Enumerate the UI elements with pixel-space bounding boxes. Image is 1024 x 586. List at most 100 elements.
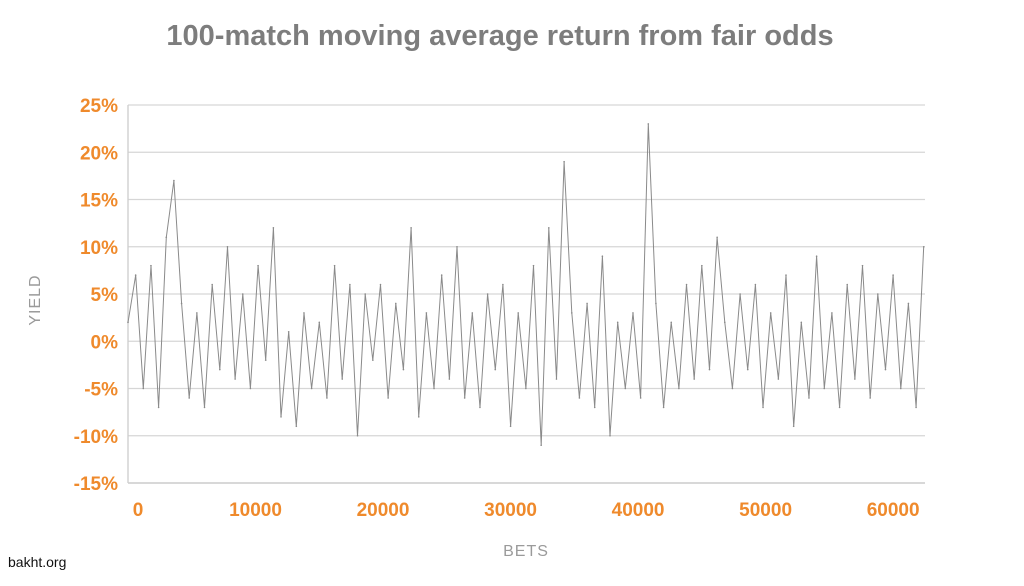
source-credit: bakht.org — [8, 554, 67, 570]
data-point — [257, 264, 259, 267]
data-point — [394, 302, 397, 305]
data-point — [127, 321, 129, 324]
data-point — [647, 123, 650, 125]
series-line — [127, 123, 925, 446]
data-point — [601, 255, 604, 257]
data-point — [356, 434, 359, 437]
data-point — [425, 312, 428, 314]
x-tick-label: 60000 — [867, 500, 920, 521]
data-point — [762, 406, 764, 409]
data-point — [616, 321, 619, 324]
data-point — [578, 397, 581, 399]
y-tick-label: -5% — [84, 380, 118, 401]
data-point — [196, 312, 198, 314]
data-point — [884, 368, 887, 371]
data-point — [180, 302, 183, 305]
data-point — [280, 416, 282, 418]
data-point — [410, 227, 412, 229]
x-tick-label: 50000 — [739, 500, 792, 521]
x-axis-title: BETS — [503, 543, 549, 560]
data-point — [907, 302, 910, 305]
data-point — [387, 397, 389, 399]
data-point — [448, 378, 451, 380]
data-point — [555, 378, 558, 380]
data-point — [272, 227, 275, 229]
y-tick-labels: 25% 20% 15% 10% 5% 0% -5% -10% -15% — [74, 96, 118, 495]
data-point — [632, 312, 634, 314]
data-point — [249, 387, 252, 390]
data-point — [134, 274, 137, 276]
data-point — [708, 368, 711, 371]
data-point — [892, 274, 894, 276]
data-point — [540, 444, 542, 447]
data-point — [548, 227, 550, 229]
data-point — [869, 397, 871, 399]
y-tick-label: -10% — [74, 427, 118, 448]
x-tick-label: 10000 — [229, 500, 282, 521]
x-tick-label: 30000 — [484, 500, 537, 521]
data-point — [486, 293, 489, 295]
data-point — [165, 236, 168, 239]
data-point — [815, 255, 818, 257]
y-tick-label: 5% — [91, 285, 119, 306]
x-tick-label: 0 — [133, 500, 144, 521]
series-layer — [127, 123, 925, 447]
x-tick-label: 20000 — [357, 500, 410, 521]
data-point — [693, 378, 695, 380]
data-point — [142, 387, 145, 390]
data-point — [800, 321, 803, 324]
data-point — [662, 406, 665, 409]
data-point — [372, 359, 374, 361]
data-point — [295, 425, 298, 428]
data-point — [570, 312, 573, 314]
data-point — [838, 406, 841, 409]
data-point — [624, 387, 627, 390]
data-point — [433, 387, 435, 390]
data-point — [808, 397, 810, 399]
data-point — [716, 236, 718, 239]
data-point — [471, 312, 474, 314]
data-point — [234, 378, 236, 380]
data-point — [341, 378, 344, 380]
data-point — [854, 378, 856, 380]
data-point — [463, 397, 466, 399]
data-point — [655, 302, 657, 305]
data-point — [785, 274, 787, 276]
data-point — [173, 179, 175, 182]
data-point — [150, 264, 152, 267]
y-tick-label: 0% — [91, 332, 119, 353]
data-point — [502, 283, 504, 286]
data-point — [287, 331, 290, 333]
data-point — [517, 312, 520, 314]
data-point — [326, 397, 328, 399]
data-point — [203, 406, 206, 409]
data-point — [739, 293, 741, 295]
data-point — [899, 387, 902, 390]
data-point — [639, 397, 642, 399]
data-point — [915, 406, 917, 409]
data-point — [723, 321, 726, 324]
data-point — [333, 264, 336, 267]
data-point — [861, 264, 864, 267]
data-point — [402, 368, 405, 371]
data-point — [846, 283, 849, 286]
data-point — [777, 378, 780, 380]
gridlines — [128, 104, 925, 484]
data-point — [219, 368, 221, 371]
data-point — [303, 312, 305, 314]
x-tick-labels: 0 10000 20000 30000 40000 50000 60000 — [133, 500, 920, 521]
y-tick-label: 10% — [80, 238, 118, 259]
data-point — [877, 293, 879, 295]
y-tick-label: 15% — [80, 191, 118, 212]
data-point — [440, 274, 443, 276]
data-point — [525, 387, 527, 390]
data-point — [226, 245, 229, 248]
data-point — [364, 293, 366, 295]
data-point — [746, 368, 749, 371]
data-point — [731, 387, 734, 390]
data-point — [792, 425, 795, 428]
data-point — [685, 283, 688, 286]
data-point — [318, 321, 321, 324]
data-point — [922, 245, 925, 248]
data-point — [241, 293, 244, 295]
